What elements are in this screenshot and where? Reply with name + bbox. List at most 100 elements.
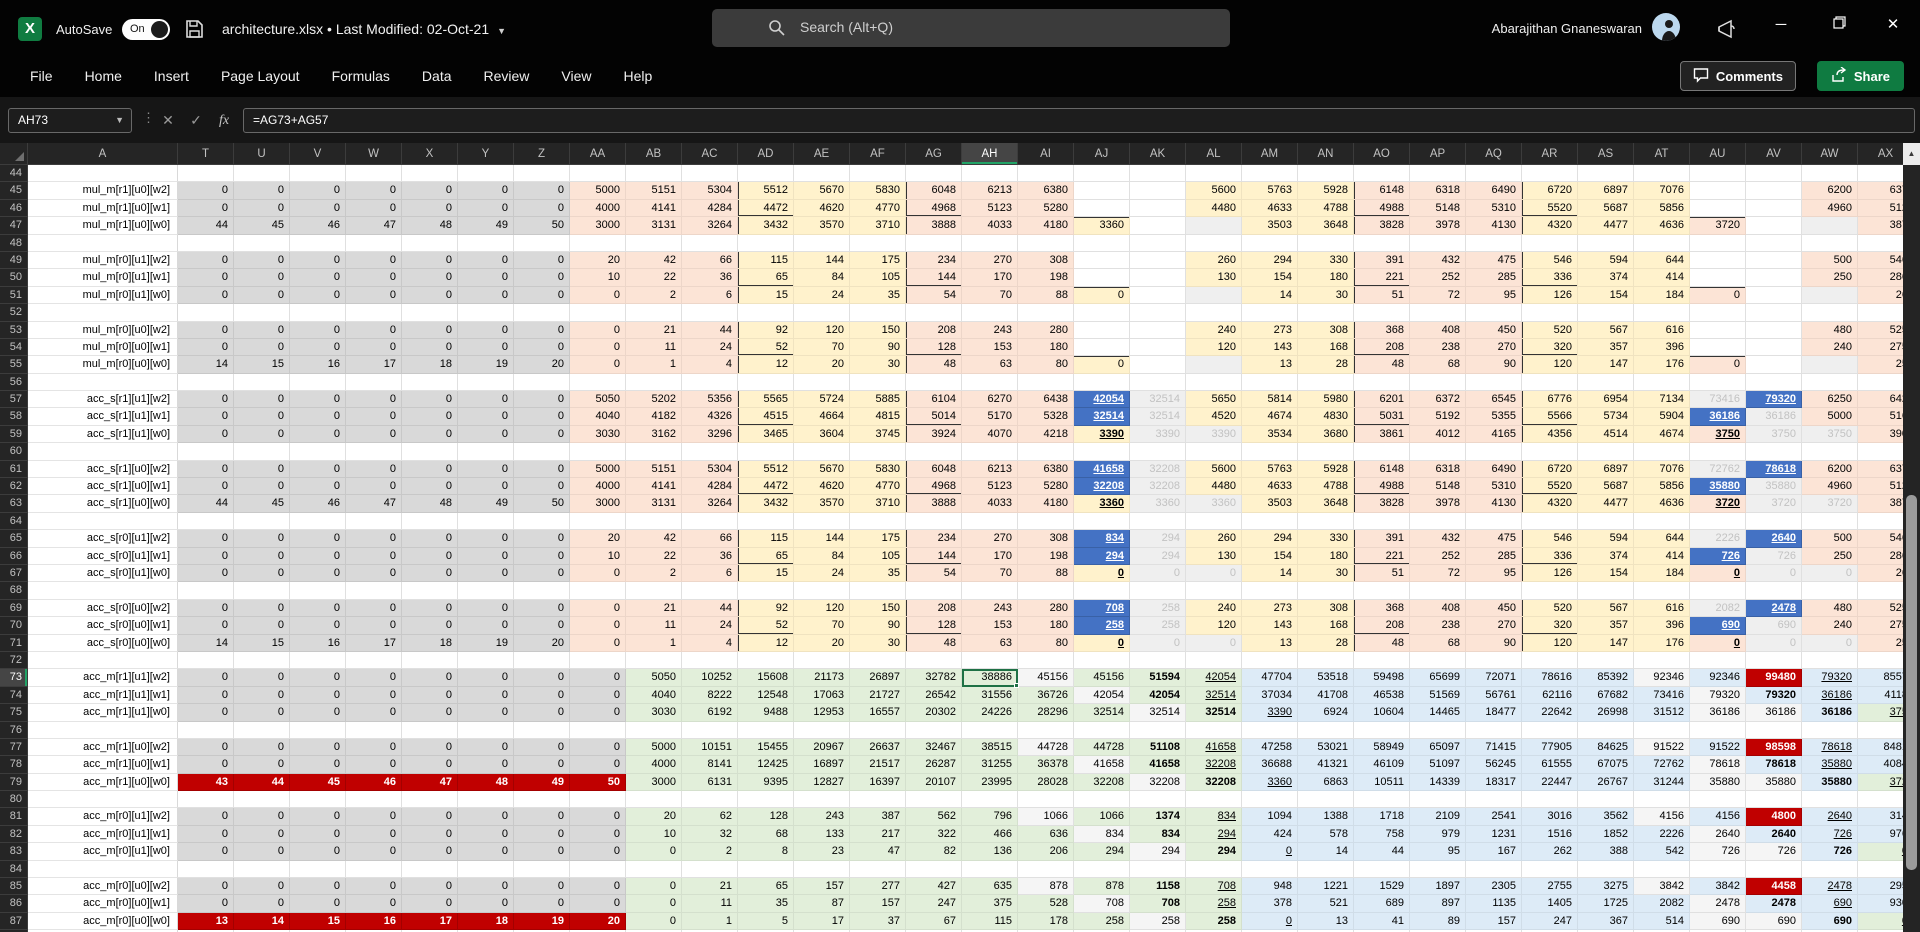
cell-Y72[interactable]: [458, 651, 514, 670]
cell-AB47[interactable]: 3131: [626, 217, 682, 235]
cell-AF58[interactable]: 4815: [850, 408, 906, 426]
tab-view[interactable]: View: [561, 68, 592, 84]
row-header-57[interactable]: 57: [0, 391, 28, 409]
cell-AQ80[interactable]: [1466, 791, 1522, 809]
column-header-W[interactable]: W: [346, 143, 402, 165]
cell-AK56[interactable]: [1130, 373, 1186, 392]
cell-AC65[interactable]: 66: [682, 530, 738, 548]
cell-AJ75[interactable]: 32514: [1074, 704, 1130, 722]
cell-AG83[interactable]: 82: [906, 843, 962, 861]
cell-AI81[interactable]: 1066: [1018, 808, 1074, 826]
cell-AE49[interactable]: 144: [794, 251, 850, 270]
cell-AV48[interactable]: [1746, 234, 1802, 252]
cell-AJ45[interactable]: [1074, 182, 1130, 200]
cell-X48[interactable]: [402, 234, 458, 252]
cell-V64[interactable]: [290, 512, 346, 531]
cell-AF85[interactable]: 277: [850, 878, 906, 896]
cell-AW82[interactable]: 726: [1802, 825, 1858, 844]
cell-AR45[interactable]: 6720: [1522, 182, 1578, 200]
cell-W62[interactable]: 0: [346, 478, 402, 496]
cell-AV71[interactable]: 0: [1746, 634, 1802, 652]
cell-AN85[interactable]: 1221: [1298, 878, 1354, 896]
cell-AK86[interactable]: 708: [1130, 895, 1186, 913]
cell-V69[interactable]: 0: [290, 599, 346, 618]
avatar[interactable]: [1652, 13, 1680, 41]
cell-AW78[interactable]: 35880: [1802, 756, 1858, 774]
cell-AE82[interactable]: 133: [794, 825, 850, 844]
cell-AD78[interactable]: 12425: [738, 756, 794, 774]
cell-T63[interactable]: 44: [178, 495, 234, 513]
cell-AJ84[interactable]: [1074, 860, 1130, 879]
cell-Z48[interactable]: [514, 234, 570, 252]
cell-AM65[interactable]: 294: [1242, 530, 1298, 548]
cell-AK61[interactable]: 32208: [1130, 460, 1186, 479]
column-header-AM[interactable]: AM: [1242, 143, 1298, 165]
cell-AG51[interactable]: 54: [906, 286, 962, 305]
cell-AN55[interactable]: 28: [1298, 356, 1354, 374]
cell-AA71[interactable]: 0: [570, 634, 626, 652]
cell-AU55[interactable]: 0: [1690, 356, 1746, 374]
cell-AO63[interactable]: 3828: [1354, 495, 1410, 513]
cell-AB85[interactable]: 0: [626, 878, 682, 896]
cell-AR70[interactable]: 320: [1522, 617, 1578, 635]
cell-AR72[interactable]: [1522, 651, 1578, 670]
cell-AE62[interactable]: 4620: [794, 478, 850, 496]
cell-AS64[interactable]: [1578, 512, 1634, 531]
cell-AD74[interactable]: 12548: [738, 686, 794, 705]
cell-AG59[interactable]: 3924: [906, 425, 962, 444]
cell-AT85[interactable]: 3842: [1634, 878, 1690, 896]
cell-Z75[interactable]: 0: [514, 704, 570, 722]
cell-AD46[interactable]: 4472: [738, 199, 794, 218]
cell-AD70[interactable]: 52: [738, 617, 794, 635]
cell-X45[interactable]: 0: [402, 182, 458, 200]
cell-AA54[interactable]: 0: [570, 338, 626, 357]
cell-AC50[interactable]: 36: [682, 269, 738, 287]
cell-Z46[interactable]: 0: [514, 199, 570, 218]
cell-AR74[interactable]: 62116: [1522, 686, 1578, 705]
cell-AP48[interactable]: [1410, 234, 1466, 252]
cell-AF78[interactable]: 21517: [850, 756, 906, 774]
cell-AT71[interactable]: 176: [1634, 634, 1690, 652]
cell-Z50[interactable]: 0: [514, 269, 570, 287]
cell-AL44[interactable]: [1186, 165, 1242, 183]
cell-AK59[interactable]: 3390: [1130, 425, 1186, 444]
cell-U55[interactable]: 15: [234, 356, 290, 374]
cell-W67[interactable]: 0: [346, 564, 402, 583]
cell-AR55[interactable]: 120: [1522, 356, 1578, 374]
cell-AS49[interactable]: 594: [1578, 251, 1634, 270]
cell-T75[interactable]: 0: [178, 704, 234, 722]
cell-X76[interactable]: [402, 721, 458, 739]
cell-AI68[interactable]: [1018, 582, 1074, 600]
cell-AQ53[interactable]: 450: [1466, 321, 1522, 339]
cell-AK44[interactable]: [1130, 165, 1186, 183]
cell-U71[interactable]: 15: [234, 634, 290, 652]
enter-icon[interactable]: ✓: [190, 112, 202, 128]
cell-U88[interactable]: [234, 930, 290, 932]
cell-Z45[interactable]: 0: [514, 182, 570, 200]
cell-AT74[interactable]: 73416: [1634, 686, 1690, 705]
cell-AV59[interactable]: 3750: [1746, 425, 1802, 444]
row-header-73[interactable]: 73: [0, 669, 28, 687]
cell-AF56[interactable]: [850, 373, 906, 392]
cell-AE57[interactable]: 5724: [794, 391, 850, 409]
cell-AJ66[interactable]: 294: [1074, 547, 1130, 565]
cell-AV54[interactable]: [1746, 338, 1802, 357]
cell-AP52[interactable]: [1410, 304, 1466, 322]
cell-AP59[interactable]: 4012: [1410, 425, 1466, 444]
cell-AE60[interactable]: [794, 443, 850, 461]
cell-AA68[interactable]: [570, 582, 626, 600]
column-header-U[interactable]: U: [234, 143, 290, 165]
cell-AV72[interactable]: [1746, 651, 1802, 670]
cell-AH54[interactable]: 153: [962, 338, 1018, 357]
cell-AV74[interactable]: 79320: [1746, 686, 1802, 705]
cell-AQ63[interactable]: 4130: [1466, 495, 1522, 513]
cell-V60[interactable]: [290, 443, 346, 461]
cell-AH45[interactable]: 6213: [962, 182, 1018, 200]
cell-W68[interactable]: [346, 582, 402, 600]
cell-AQ54[interactable]: 270: [1466, 338, 1522, 357]
column-header-AJ[interactable]: AJ: [1074, 143, 1130, 165]
cell-AH53[interactable]: 243: [962, 321, 1018, 339]
cell-AL66[interactable]: 130: [1186, 547, 1242, 565]
cell-AD76[interactable]: [738, 721, 794, 739]
cell-AI69[interactable]: 280: [1018, 599, 1074, 618]
